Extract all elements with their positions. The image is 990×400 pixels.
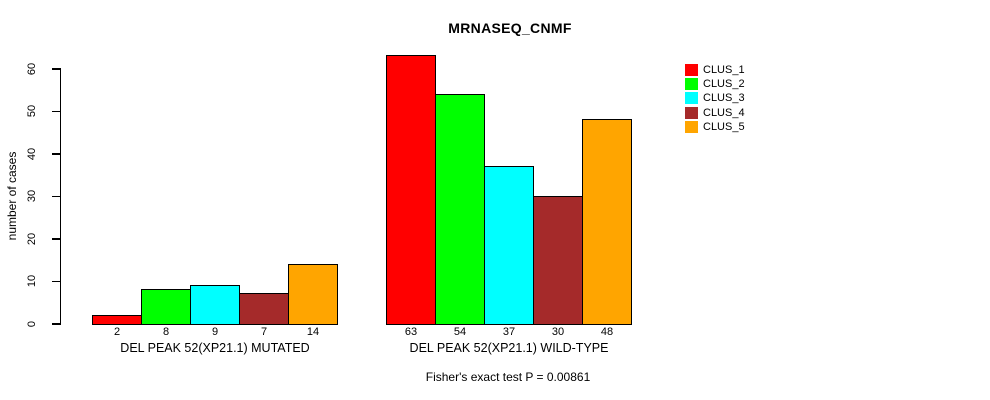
y-tick — [51, 110, 60, 112]
bar-clus_5-group1 — [288, 263, 338, 325]
bar-clus_3-group1 — [190, 284, 240, 325]
caption: Fisher's exact test P = 0.00861 — [425, 370, 591, 384]
legend-swatch-clus_1 — [685, 64, 698, 76]
bar-clus_2-group2 — [435, 93, 485, 325]
y-tick-label: 0 — [26, 320, 38, 327]
y-tick — [51, 238, 60, 240]
y-tick — [51, 153, 60, 155]
y-tick — [51, 323, 60, 325]
bar-clus_4-group1 — [239, 293, 289, 325]
bar-value-label: 37 — [502, 326, 516, 338]
legend-item: CLUS_2 — [685, 77, 745, 91]
bar-clus_4-group2 — [533, 195, 583, 325]
legend-label: CLUS_1 — [703, 64, 745, 76]
legend-swatch-clus_5 — [685, 120, 698, 133]
bar-clus_3-group2 — [484, 165, 534, 325]
bar-value-label: 14 — [306, 326, 320, 338]
bar-value-label: 63 — [404, 326, 418, 338]
chart-title: MRNASEQ_CNMF — [448, 20, 572, 36]
bar-value-label: 9 — [211, 326, 219, 338]
bar-clus_1-group2 — [386, 55, 436, 325]
legend-label: CLUS_5 — [703, 120, 745, 133]
y-tick-label: 60 — [26, 62, 38, 75]
legend-item: CLUS_4 — [685, 106, 745, 120]
y-tick-label: 30 — [26, 189, 38, 203]
bar-value-label: 8 — [162, 326, 170, 338]
y-tick — [51, 68, 60, 70]
y-tick-label: 40 — [26, 147, 38, 160]
group-label: DEL PEAK 52(XP21.1) MUTATED — [120, 341, 310, 355]
legend-label: CLUS_2 — [703, 78, 745, 91]
bar-value-label: 7 — [260, 326, 268, 338]
bar-value-label: 54 — [453, 326, 467, 338]
bar-clus_5-group2 — [582, 119, 632, 325]
legend-item: CLUS_1 — [685, 63, 745, 77]
bar-value-label: 2 — [113, 326, 121, 338]
y-tick-label: 20 — [26, 232, 38, 245]
bar-value-label: 48 — [600, 326, 614, 338]
y-tick-label: 50 — [26, 104, 38, 118]
bar-value-label: 30 — [551, 326, 565, 338]
y-axis-line — [59, 68, 61, 325]
y-axis-label: number of cases — [5, 151, 19, 241]
y-tick — [51, 195, 60, 197]
group-label: DEL PEAK 52(XP21.1) WILD-TYPE — [409, 341, 609, 355]
legend-item: CLUS_5 — [685, 120, 745, 134]
bar-clus_2-group1 — [141, 289, 191, 325]
bar-clus_1-group1 — [92, 314, 142, 325]
legend-swatch-clus_3 — [685, 92, 698, 105]
y-tick — [51, 280, 60, 282]
legend-label: CLUS_3 — [703, 92, 745, 105]
legend-label: CLUS_4 — [703, 106, 745, 119]
legend-swatch-clus_2 — [685, 78, 698, 91]
legend-swatch-clus_4 — [685, 106, 698, 119]
legend-item: CLUS_3 — [685, 91, 745, 105]
y-tick-label: 10 — [26, 274, 38, 288]
